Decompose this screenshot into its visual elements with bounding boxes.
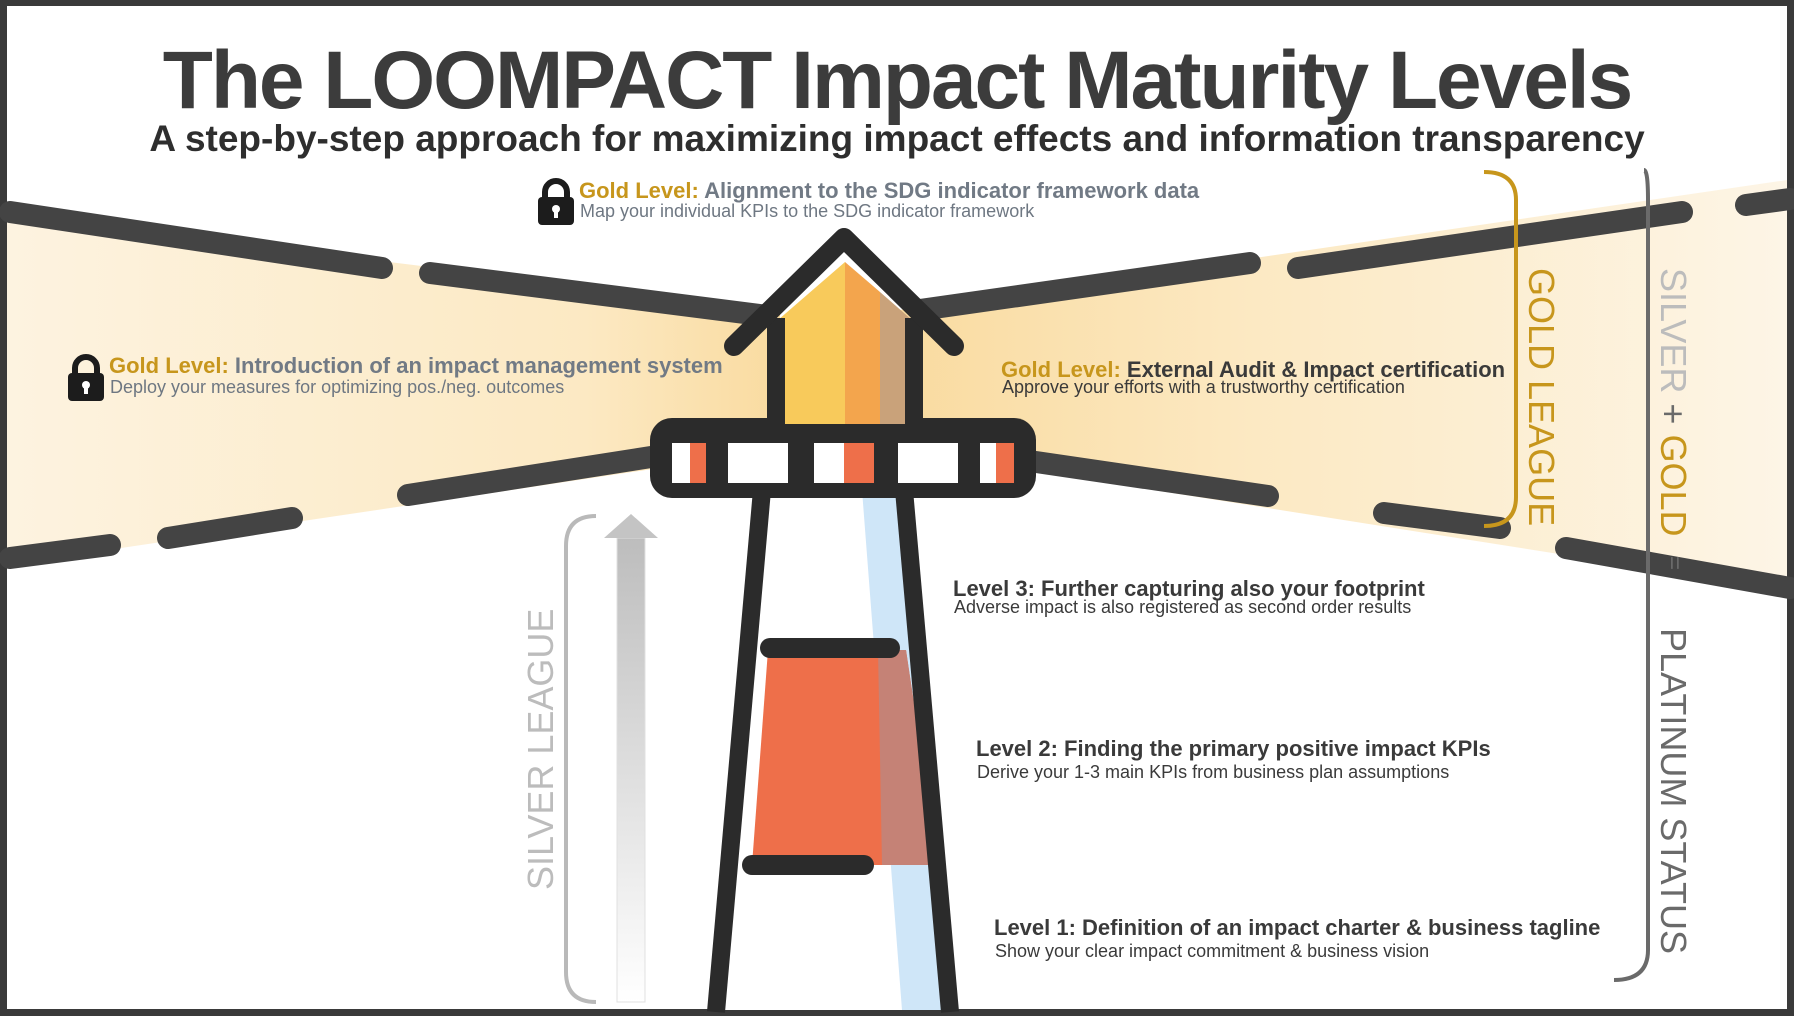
lighthouse-lantern	[724, 228, 964, 424]
lock-icon	[538, 178, 574, 225]
gold-level-prefix: Gold Level:	[109, 353, 229, 378]
level3-heading: Level 3: Further capturing also your foo…	[953, 576, 1425, 601]
gold-right-description: Approve your efforts with a trustworthy …	[1002, 377, 1405, 397]
level1-heading: Level 1: Definition of an impact charter…	[994, 915, 1601, 940]
level2-description: Derive your 1-3 main KPIs from business …	[977, 762, 1450, 782]
platinum-status-label: PLATINUM STATUS	[1653, 628, 1694, 955]
gold-level-prefix: Gold Level:	[579, 178, 699, 203]
gold-league-label: GOLD LEAGUE	[1521, 268, 1562, 527]
gold-left-title: Introduction of an impact management sys…	[234, 353, 723, 378]
silver-league-bracket	[564, 514, 597, 1004]
page-subtitle: A step-by-step approach for maximizing i…	[149, 118, 1645, 159]
gold-right-title: External Audit & Impact certification	[1126, 357, 1506, 382]
gold-level-prefix: Gold Level:	[1001, 357, 1121, 382]
gold-league-bracket	[1483, 170, 1518, 528]
gold-left-description: Deploy your measures for optimizing pos.…	[110, 377, 565, 397]
gold-top-title: Alignment to the SDG indicator framework…	[704, 178, 1200, 203]
silver-league-label: SILVER LEAGUE	[520, 608, 561, 890]
combo-silver: SILVER	[1653, 268, 1694, 394]
gold-top-description: Map your individual KPIs to the SDG indi…	[580, 201, 1035, 221]
lock-icon	[68, 354, 104, 401]
lighthouse-gallery	[650, 418, 1036, 498]
gold-top-heading: Gold Level: Alignment to the SDG indicat…	[579, 178, 1199, 204]
lighthouse-tower	[707, 489, 959, 1013]
platinum-bracket	[1613, 168, 1650, 982]
page-title: The LOOMPACT Impact Maturity Levels	[162, 35, 1634, 126]
equals-sign: =	[1661, 556, 1688, 571]
level3-description: Adverse impact is also registered as sec…	[954, 597, 1412, 617]
level2-heading: Level 2: Finding the primary positive im…	[976, 736, 1491, 761]
silver-plus-gold-label: SILVER + GOLD	[1652, 268, 1694, 536]
level1-description: Show your clear impact commitment & busi…	[995, 941, 1430, 961]
combo-gold: GOLD	[1653, 434, 1694, 537]
combo-plus: +	[1653, 403, 1694, 425]
beam-dashes	[0, 188, 1794, 599]
up-arrow-icon	[604, 514, 658, 1003]
gold-right-heading: Gold Level: External Audit & Impact cert…	[1001, 357, 1505, 383]
gold-left-heading: Gold Level: Introduction of an impact ma…	[109, 353, 723, 379]
